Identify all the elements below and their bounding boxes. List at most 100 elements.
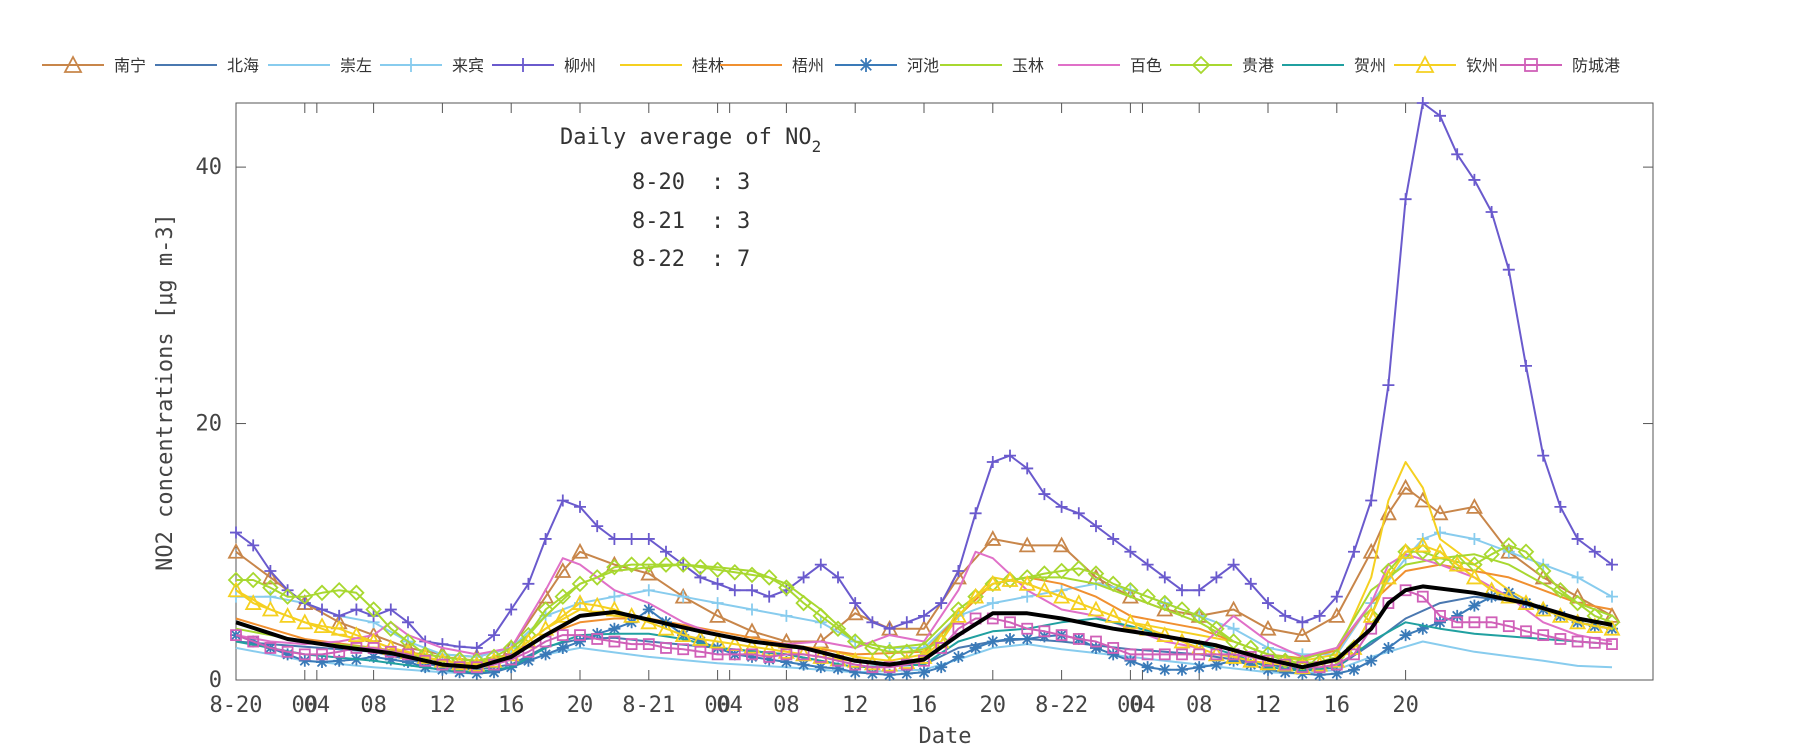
x-tick-label: 04	[1129, 693, 1156, 718]
x-tick-label: 16	[911, 693, 938, 718]
data-point	[571, 594, 589, 610]
data-point	[849, 597, 862, 610]
data-point	[642, 638, 655, 650]
legend-label: 崇左	[340, 56, 372, 75]
data-point	[470, 667, 483, 680]
data-point	[935, 661, 948, 674]
data-point	[674, 626, 692, 643]
data-point	[780, 609, 793, 622]
data-point	[591, 633, 604, 645]
data-point	[1451, 148, 1464, 161]
data-point	[866, 616, 879, 629]
x-axis-label: Date	[919, 724, 972, 749]
x-tick-label: 12	[1255, 693, 1282, 718]
data-point	[522, 577, 535, 590]
data-point	[709, 606, 727, 623]
legend-item: 梧州	[720, 56, 824, 75]
data-point	[746, 584, 758, 597]
data-point	[883, 622, 896, 635]
data-point	[1328, 606, 1346, 623]
data-point	[247, 635, 260, 648]
data-point	[1448, 555, 1466, 572]
data-point	[1348, 648, 1360, 661]
data-point	[571, 542, 589, 559]
data-point	[829, 620, 847, 637]
data-point	[1122, 581, 1139, 599]
data-point	[1176, 663, 1188, 676]
data-point	[1227, 654, 1240, 667]
data-point	[711, 577, 724, 590]
data-point	[1362, 542, 1380, 559]
data-point	[1520, 359, 1532, 372]
data-point	[230, 526, 242, 539]
x-tick-label: 8-20	[210, 693, 263, 718]
data-point	[1348, 545, 1360, 558]
data-point	[1399, 629, 1412, 642]
data-point	[709, 632, 727, 649]
data-point	[1569, 594, 1586, 612]
data-point	[1244, 577, 1257, 590]
data-point	[986, 635, 999, 648]
data-point	[1141, 661, 1154, 674]
data-point	[261, 568, 279, 585]
y-axis-label: NO2 concentrations [μg m-3]	[153, 213, 178, 571]
legend-label: 河池	[907, 56, 939, 75]
data-point	[505, 603, 518, 616]
data-point	[1090, 635, 1102, 648]
data-point	[952, 650, 965, 663]
data-point	[694, 645, 707, 658]
data-point	[760, 569, 778, 586]
data-point	[554, 562, 572, 578]
data-point	[316, 648, 328, 661]
data-point	[743, 637, 761, 654]
data-point	[1021, 632, 1034, 645]
data-point	[230, 629, 242, 642]
data-point	[1244, 658, 1257, 671]
data-point	[281, 648, 294, 661]
data-point	[1018, 574, 1036, 591]
data-point	[1603, 619, 1621, 636]
data-point	[1035, 581, 1053, 598]
data-point	[778, 579, 795, 596]
data-point	[986, 456, 999, 469]
series-4	[230, 97, 1618, 654]
legend-label: 梧州	[792, 56, 824, 75]
data-point	[642, 584, 655, 597]
x-tick-label: 16	[1324, 693, 1351, 718]
data-point	[1225, 648, 1243, 664]
data-point	[1606, 558, 1618, 571]
data-point	[692, 558, 709, 576]
data-point	[350, 603, 363, 616]
data-point	[1502, 263, 1515, 276]
data-point	[1018, 536, 1036, 553]
data-point	[608, 622, 621, 635]
data-point	[1279, 666, 1292, 679]
data-point	[677, 590, 690, 603]
data-point	[1552, 581, 1569, 599]
data-point	[657, 556, 675, 573]
data-point	[1517, 543, 1535, 561]
data-point	[488, 629, 500, 642]
data-point	[677, 643, 690, 656]
data-point	[984, 575, 1002, 593]
data-point	[296, 588, 314, 605]
data-point	[608, 635, 621, 648]
legend-item: 贺州	[1282, 56, 1386, 75]
data-point	[1382, 597, 1395, 609]
data-point	[522, 654, 535, 667]
data-point	[1259, 619, 1277, 636]
data-point	[1571, 635, 1584, 648]
data-point	[1365, 622, 1378, 635]
data-point	[244, 594, 262, 610]
data-point	[746, 603, 758, 616]
data-point	[554, 588, 572, 605]
data-point	[763, 651, 776, 663]
data-point	[1293, 626, 1311, 643]
legend-label: 钦州	[1466, 56, 1498, 75]
x-tick-label: 08	[360, 693, 387, 718]
data-point	[1242, 651, 1260, 668]
data-point	[780, 648, 793, 661]
data-point	[900, 667, 913, 680]
data-point	[1485, 205, 1498, 218]
data-point	[571, 575, 589, 593]
